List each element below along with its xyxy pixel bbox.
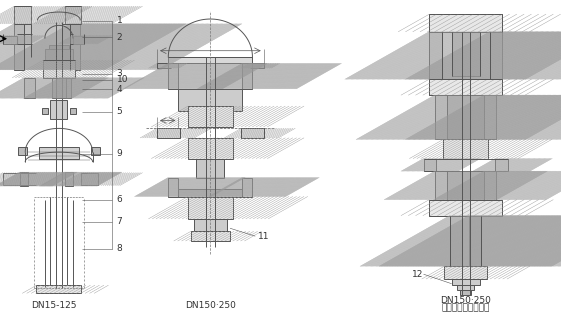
Polygon shape — [484, 95, 496, 139]
Polygon shape — [24, 78, 35, 98]
Polygon shape — [65, 6, 81, 24]
Polygon shape — [20, 172, 28, 186]
Polygon shape — [91, 147, 100, 155]
Text: 4: 4 — [117, 85, 122, 94]
Polygon shape — [429, 32, 442, 79]
Polygon shape — [73, 36, 84, 44]
Polygon shape — [45, 49, 73, 62]
Polygon shape — [43, 60, 75, 78]
Polygon shape — [39, 147, 79, 158]
Text: DN15-125: DN15-125 — [31, 301, 76, 310]
Polygon shape — [452, 279, 480, 285]
Polygon shape — [188, 106, 233, 127]
Polygon shape — [241, 128, 264, 138]
Polygon shape — [435, 171, 447, 200]
Polygon shape — [447, 95, 484, 139]
Polygon shape — [14, 24, 24, 70]
Polygon shape — [18, 147, 27, 155]
Polygon shape — [460, 290, 471, 295]
Polygon shape — [157, 63, 171, 68]
Polygon shape — [196, 158, 224, 178]
Polygon shape — [424, 158, 436, 171]
Polygon shape — [3, 36, 17, 44]
Text: 1: 1 — [117, 16, 122, 25]
Text: 6: 6 — [117, 195, 122, 204]
Polygon shape — [429, 200, 502, 216]
Polygon shape — [60, 78, 71, 98]
Polygon shape — [250, 63, 264, 68]
Polygon shape — [70, 108, 76, 114]
Polygon shape — [178, 189, 242, 197]
Polygon shape — [443, 139, 488, 158]
Text: 7: 7 — [117, 217, 122, 226]
Polygon shape — [49, 45, 69, 49]
Text: 12: 12 — [412, 270, 424, 279]
Polygon shape — [168, 63, 178, 89]
Polygon shape — [188, 197, 233, 219]
Text: 9: 9 — [117, 149, 122, 158]
Polygon shape — [168, 57, 252, 63]
Polygon shape — [452, 32, 480, 76]
Polygon shape — [242, 178, 252, 197]
Text: 11: 11 — [258, 232, 269, 241]
Polygon shape — [242, 63, 252, 89]
Polygon shape — [168, 178, 178, 197]
Text: 3: 3 — [117, 69, 122, 78]
Text: （带有阀体加长件）: （带有阀体加长件） — [442, 303, 490, 312]
Text: 10: 10 — [117, 75, 128, 84]
Text: DN150·250: DN150·250 — [185, 301, 236, 310]
Polygon shape — [429, 79, 502, 95]
Polygon shape — [14, 6, 31, 24]
Polygon shape — [450, 216, 462, 266]
Text: DN150·250: DN150·250 — [440, 296, 491, 305]
Polygon shape — [495, 158, 508, 171]
Polygon shape — [444, 266, 487, 279]
Polygon shape — [484, 171, 496, 200]
Polygon shape — [52, 78, 66, 98]
Polygon shape — [191, 231, 230, 241]
Text: 5: 5 — [117, 107, 122, 116]
Text: 2: 2 — [117, 33, 122, 42]
Polygon shape — [429, 14, 502, 32]
Polygon shape — [457, 285, 474, 290]
Polygon shape — [70, 24, 80, 70]
Polygon shape — [435, 95, 447, 139]
Polygon shape — [447, 171, 484, 200]
Polygon shape — [81, 173, 98, 185]
Polygon shape — [36, 285, 81, 293]
Polygon shape — [157, 128, 180, 138]
Polygon shape — [3, 173, 20, 185]
Polygon shape — [178, 89, 242, 111]
Polygon shape — [469, 216, 481, 266]
Text: 8: 8 — [117, 244, 122, 253]
Polygon shape — [194, 219, 227, 231]
Polygon shape — [50, 100, 67, 119]
Polygon shape — [188, 138, 233, 158]
Polygon shape — [490, 32, 502, 79]
Polygon shape — [65, 172, 73, 186]
Polygon shape — [42, 108, 48, 114]
